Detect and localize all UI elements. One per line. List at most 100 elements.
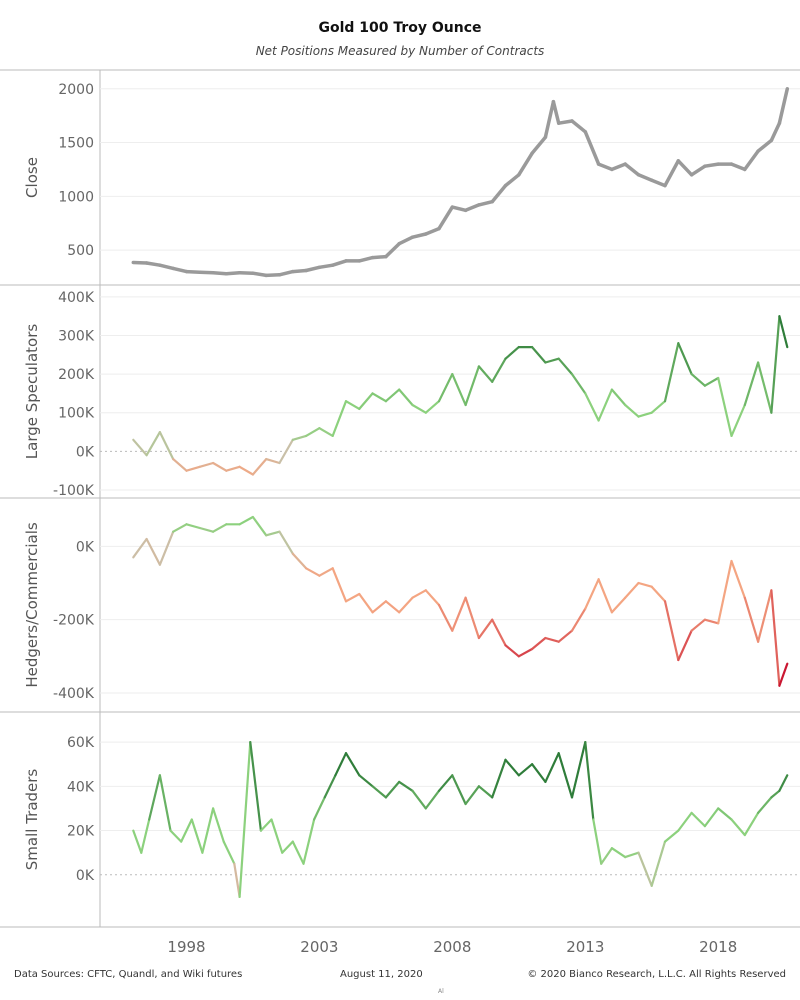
series-segment bbox=[278, 438, 294, 465]
series-segment bbox=[313, 796, 326, 821]
series-segment bbox=[530, 135, 548, 156]
series-segment bbox=[233, 862, 241, 899]
series-close bbox=[131, 87, 790, 278]
series-segment bbox=[464, 596, 480, 640]
y-axis-title: Hedgers/Commercials bbox=[23, 522, 41, 688]
series-segment bbox=[570, 607, 587, 632]
series-segment bbox=[596, 162, 614, 172]
series-segment bbox=[610, 162, 627, 172]
y-tick-label: 0K bbox=[76, 868, 95, 884]
series-segment bbox=[371, 600, 387, 614]
series-segment bbox=[398, 780, 414, 792]
series-segment bbox=[371, 785, 387, 799]
series-segment bbox=[703, 162, 720, 168]
y-tick-label: -400K bbox=[53, 686, 95, 702]
panel-large_speculators: -100K 0K 100K 200K 300K 400K Large Speculators bbox=[23, 290, 800, 499]
series-segment bbox=[190, 818, 204, 854]
series-segment bbox=[344, 592, 361, 603]
y-tick-label: 400K bbox=[58, 290, 95, 306]
series-segment bbox=[777, 87, 790, 125]
series-segment bbox=[384, 241, 401, 259]
series-segment bbox=[411, 403, 427, 414]
series-segment bbox=[490, 183, 508, 204]
series-segment bbox=[504, 346, 520, 360]
series-segment bbox=[237, 270, 255, 275]
series-segment bbox=[570, 373, 587, 395]
x-tick-label: 2018 bbox=[699, 938, 737, 956]
series-segment bbox=[331, 567, 348, 603]
series-segment bbox=[756, 138, 774, 153]
series-segment bbox=[663, 600, 680, 662]
series-large_speculators bbox=[132, 315, 789, 476]
x-axis: 1998 2003 2008 2013 2018 bbox=[167, 938, 737, 956]
series-segment bbox=[305, 427, 321, 437]
series-segment bbox=[650, 400, 667, 414]
series-segment bbox=[411, 589, 427, 599]
series-segment bbox=[703, 618, 720, 625]
series-segment bbox=[491, 357, 507, 383]
series-segment bbox=[583, 130, 601, 166]
series-segment bbox=[730, 818, 746, 837]
series-segment bbox=[437, 603, 454, 632]
x-tick-label: 2008 bbox=[433, 938, 471, 956]
series-segment bbox=[597, 388, 614, 422]
series-segment bbox=[318, 567, 334, 577]
series-segment bbox=[477, 618, 494, 640]
y-axis-title: Small Traders bbox=[23, 769, 41, 871]
series-segment bbox=[140, 818, 151, 854]
chart-subtitle: Net Positions Measured by Number of Cont… bbox=[255, 44, 545, 58]
series-segment bbox=[344, 400, 361, 410]
series-segment bbox=[437, 205, 455, 231]
series-segment bbox=[318, 427, 334, 437]
series-segment bbox=[504, 758, 520, 777]
y-tick-label: 60K bbox=[67, 735, 95, 751]
series-segment bbox=[144, 261, 162, 267]
series-segment bbox=[132, 829, 143, 854]
series-segment bbox=[717, 376, 733, 437]
series-segment bbox=[384, 780, 401, 799]
series-segment bbox=[584, 578, 600, 610]
series-segment bbox=[171, 266, 189, 274]
series-segment bbox=[249, 740, 262, 832]
series-segment bbox=[132, 537, 148, 559]
series-hedgers_commercials bbox=[132, 515, 789, 687]
series-segment bbox=[477, 785, 494, 799]
series-segment bbox=[265, 530, 281, 537]
series-segment bbox=[544, 357, 560, 364]
series-segment bbox=[172, 458, 188, 472]
series-segment bbox=[424, 400, 441, 414]
series-segment bbox=[690, 373, 707, 387]
series-segment bbox=[770, 589, 781, 687]
series-segment bbox=[756, 361, 773, 414]
series-segment bbox=[503, 173, 521, 188]
y-tick-label: 100K bbox=[58, 406, 95, 422]
series-segment bbox=[291, 434, 308, 441]
series-segment bbox=[663, 342, 680, 403]
series-segment bbox=[198, 526, 215, 533]
series-segment bbox=[291, 840, 305, 865]
series-segment bbox=[690, 811, 707, 828]
series-segment bbox=[238, 465, 254, 476]
series-segment bbox=[185, 465, 201, 472]
series-segment bbox=[570, 119, 588, 134]
series-segment bbox=[637, 581, 653, 588]
series-segment bbox=[398, 596, 414, 614]
series-segment bbox=[504, 644, 520, 658]
y-tick-label: 1000 bbox=[58, 189, 94, 205]
series-segment bbox=[743, 811, 760, 837]
series-segment bbox=[291, 552, 308, 570]
series-segment bbox=[677, 629, 693, 662]
series-segment bbox=[198, 270, 215, 275]
series-segment bbox=[517, 763, 534, 777]
series-segment bbox=[637, 851, 653, 887]
series-segment bbox=[145, 431, 161, 457]
series-segment bbox=[649, 178, 667, 188]
series-segment bbox=[450, 205, 468, 213]
y-tick-label: 300K bbox=[58, 328, 95, 344]
chart-panels: 500 1000 1500 2000 Close -100K 0K 100K 200K 300K 4… bbox=[23, 82, 800, 899]
series-segment bbox=[610, 388, 627, 407]
series-segment bbox=[729, 162, 747, 172]
series-segment bbox=[530, 636, 547, 651]
y-tick-label: 2000 bbox=[58, 82, 94, 98]
